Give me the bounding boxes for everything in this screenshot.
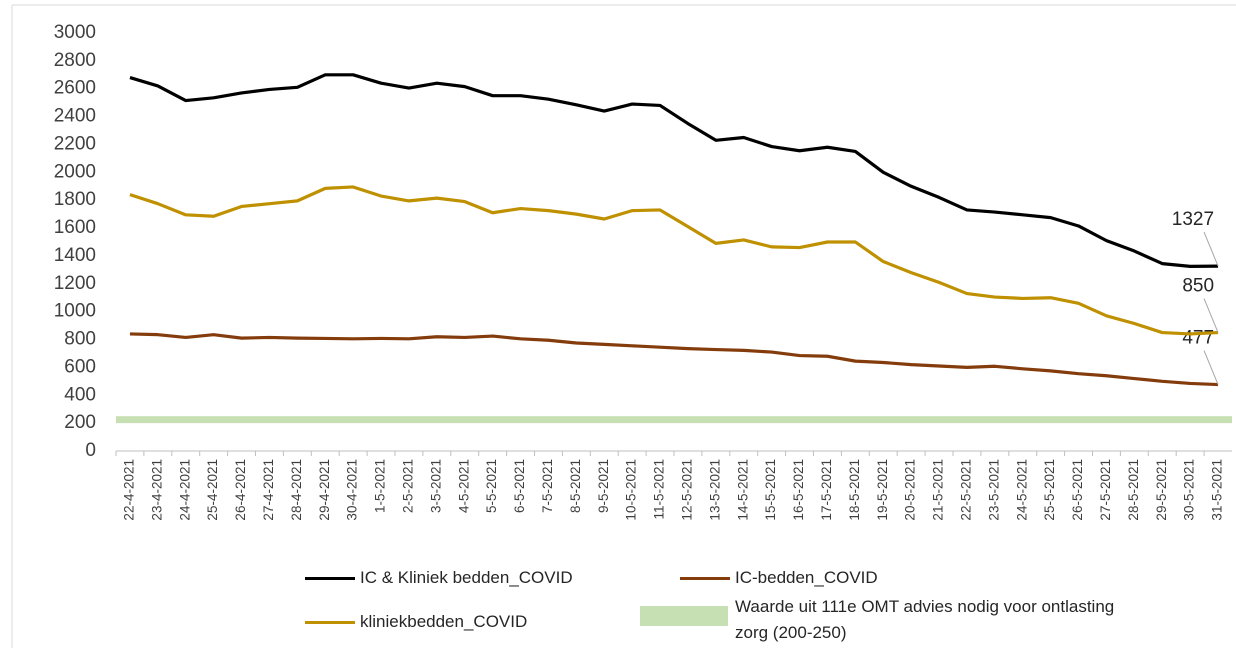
y-tick-label: 2600 <box>54 78 96 99</box>
y-tick-label: 1200 <box>54 273 96 294</box>
y-tick-label: 2800 <box>54 50 96 71</box>
y-tick-label: 3000 <box>54 22 96 43</box>
band <box>116 416 1232 424</box>
legend-swatch <box>640 606 728 626</box>
x-tick-label: 12-5-2021 <box>680 459 695 521</box>
data-label: 1327 <box>1172 209 1214 230</box>
x-tick-label: 18-5-2021 <box>847 459 862 521</box>
x-tick-label: 17-5-2021 <box>819 459 834 521</box>
x-tick-label: 22-4-2021 <box>122 459 137 521</box>
x-tick-label: 19-5-2021 <box>875 459 890 521</box>
x-tick-label: 26-4-2021 <box>233 459 248 521</box>
y-tick-label: 1800 <box>54 189 96 210</box>
x-tick-label: 14-5-2021 <box>735 459 750 521</box>
x-tick-label: 24-4-2021 <box>177 459 192 521</box>
x-tick-label: 8-5-2021 <box>568 459 583 513</box>
x-tick-label: 22-5-2021 <box>959 459 974 521</box>
x-tick-label: 10-5-2021 <box>624 459 639 521</box>
legend-label: Waarde uit 111e OMT advies nodig voor on… <box>735 597 1115 642</box>
y-tick-label: 2200 <box>54 133 96 154</box>
y-tick-label: 2400 <box>54 106 96 127</box>
x-tick-label: 9-5-2021 <box>596 459 611 513</box>
x-tick-label: 31-5-2021 <box>1210 459 1225 521</box>
y-tick-label: 600 <box>64 356 96 377</box>
x-tick-label: 11-5-2021 <box>652 459 667 520</box>
x-tick-label: 2-5-2021 <box>401 459 416 513</box>
legend-label: IC-bedden_COVID <box>735 568 878 587</box>
series-line <box>129 332 1219 387</box>
series-line <box>129 73 1219 268</box>
legend-label: kliniekbedden_COVID <box>360 612 528 631</box>
series-line <box>129 185 1219 336</box>
y-tick-label: 1400 <box>54 245 96 266</box>
x-tick-label: 15-5-2021 <box>763 459 778 521</box>
x-tick-label: 3-5-2021 <box>428 459 443 513</box>
x-tick-label: 27-4-2021 <box>261 459 276 521</box>
x-tick-label: 28-5-2021 <box>1126 459 1141 521</box>
x-tick-label: 23-4-2021 <box>149 459 164 521</box>
y-tick-label: 200 <box>64 412 96 433</box>
x-tick-label: 16-5-2021 <box>791 459 806 521</box>
x-tick-label: 5-5-2021 <box>484 459 499 513</box>
leader-line <box>1203 350 1219 385</box>
x-tick-label: 13-5-2021 <box>707 459 722 521</box>
x-tick-label: 21-5-2021 <box>931 459 946 521</box>
leader-line <box>1203 231 1219 267</box>
y-tick-label: 2000 <box>54 161 96 182</box>
x-tick-label: 30-5-2021 <box>1182 459 1197 521</box>
legend-swatch <box>305 621 355 624</box>
y-tick-label: 1600 <box>54 217 96 238</box>
x-tick-label: 20-5-2021 <box>903 459 918 521</box>
x-tick-label: 4-5-2021 <box>456 459 471 513</box>
x-tick-label: 23-5-2021 <box>986 459 1001 521</box>
y-tick-label: 400 <box>64 384 96 405</box>
x-tick-label: 27-5-2021 <box>1098 459 1113 521</box>
data-label: 477 <box>1182 328 1214 349</box>
data-label: 850 <box>1182 276 1214 297</box>
legend-swatch <box>305 577 355 580</box>
x-tick-label: 6-5-2021 <box>512 459 527 513</box>
x-tick-label: 29-4-2021 <box>317 459 332 521</box>
x-tick-label: 7-5-2021 <box>540 459 555 513</box>
x-tick-label: 30-4-2021 <box>345 459 360 521</box>
x-tick-label: 29-5-2021 <box>1154 459 1169 521</box>
x-tick-label: 28-4-2021 <box>289 459 304 521</box>
x-tick-label: 25-4-2021 <box>205 459 220 521</box>
x-tick-label: 25-5-2021 <box>1042 459 1057 521</box>
x-tick-label: 26-5-2021 <box>1070 459 1085 521</box>
y-tick-label: 800 <box>64 329 96 350</box>
x-tick-label: 24-5-2021 <box>1014 459 1029 521</box>
legend-label: IC & Kliniek bedden_COVID <box>360 568 573 587</box>
legend-swatch <box>680 577 730 580</box>
y-tick-label: 0 <box>85 440 96 461</box>
y-tick-label: 1000 <box>54 301 96 322</box>
x-tick-label: 1-5-2021 <box>373 459 388 513</box>
leader-line <box>1203 298 1219 333</box>
